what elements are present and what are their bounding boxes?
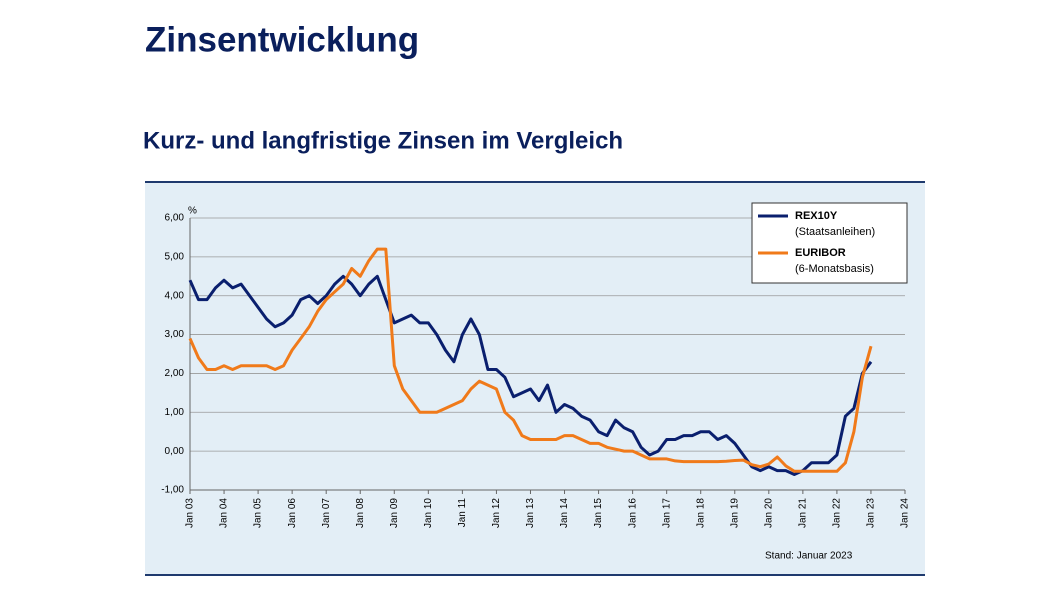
x-tick-label: Jan 13 xyxy=(525,498,536,528)
x-tick-label: Jan 22 xyxy=(832,498,843,528)
chart-subtitle: Kurz- und langfristige Zinsen im Verglei… xyxy=(143,127,623,154)
y-tick-label: 2,00 xyxy=(165,368,185,379)
y-tick-label: -1,00 xyxy=(161,485,184,496)
x-tick-label: Jan 06 xyxy=(287,498,298,528)
x-tick-label: Jan 12 xyxy=(491,498,502,528)
x-tick-label: Jan 09 xyxy=(389,498,400,528)
y-tick-label: 0,00 xyxy=(165,446,185,457)
x-tick-label: Jan 07 xyxy=(321,498,332,528)
x-tick-label: Jan 24 xyxy=(900,498,911,528)
legend-label: REX10Y xyxy=(795,210,838,222)
slide-title: Zinsentwicklung xyxy=(145,20,419,59)
line-series xyxy=(188,274,873,476)
x-tick-label: Jan 11 xyxy=(457,498,468,528)
x-tick-label: Jan 15 xyxy=(593,498,604,528)
x-tick-label: Jan 17 xyxy=(661,498,672,528)
y-tick-label: 6,00 xyxy=(165,213,185,224)
y-tick-label: 1,00 xyxy=(165,407,185,418)
legend-description: (6-Monatsbasis) xyxy=(795,263,874,275)
y-unit: % xyxy=(188,206,197,217)
legend-label: EURIBOR xyxy=(795,247,846,259)
y-tick-label: 4,00 xyxy=(165,290,185,301)
x-tick-label: Jan 14 xyxy=(559,498,570,528)
x-tick-label: Jan 10 xyxy=(423,498,434,528)
x-tick-label: Jan 20 xyxy=(763,498,774,528)
x-tick-label: Jan 19 xyxy=(729,498,740,528)
note: Stand: Januar 2023 xyxy=(765,551,853,562)
x-tick-label: Jan 18 xyxy=(695,498,706,528)
x-tick-label: Jan 16 xyxy=(627,498,638,528)
y-tick-label: 5,00 xyxy=(165,251,185,262)
x-tick-label: Jan 04 xyxy=(219,498,230,528)
y-tick-label: 3,00 xyxy=(165,329,185,340)
x-tick-label: Jan 03 xyxy=(185,498,196,528)
line-series xyxy=(188,247,873,473)
x-tick-label: Jan 05 xyxy=(253,498,264,528)
x-tick-label: Jan 23 xyxy=(866,498,877,528)
x-tick-label: Jan 21 xyxy=(797,498,808,528)
x-tick-label: Jan 08 xyxy=(355,498,366,528)
legend-description: (Staatsanleihen) xyxy=(795,226,875,238)
